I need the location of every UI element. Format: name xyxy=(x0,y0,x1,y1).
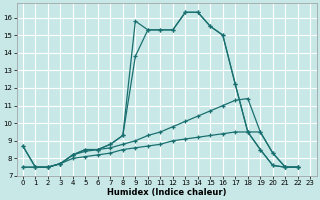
X-axis label: Humidex (Indice chaleur): Humidex (Indice chaleur) xyxy=(107,188,226,197)
